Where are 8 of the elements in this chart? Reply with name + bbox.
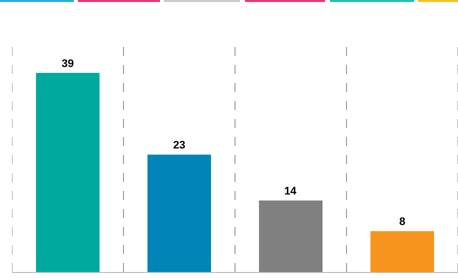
data-label: 23: [173, 140, 186, 152]
data-label: 14: [284, 186, 298, 198]
bar: [36, 72, 100, 272]
data-label: 8: [399, 216, 406, 228]
bar: [147, 154, 212, 272]
data-label: 39: [62, 58, 74, 70]
bar: [370, 231, 434, 272]
bar: [258, 200, 323, 272]
